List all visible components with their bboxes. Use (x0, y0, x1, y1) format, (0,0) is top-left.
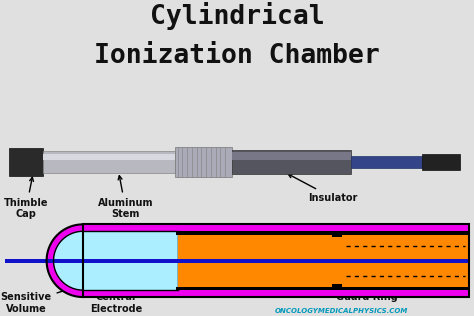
Text: Cylindrical: Cylindrical (150, 2, 324, 30)
Bar (83, 290, 469, 297)
Bar (351, 156, 422, 168)
Bar (232, 150, 351, 174)
Bar (83, 224, 469, 297)
Text: Thimble
Cap: Thimble Cap (4, 177, 48, 219)
Bar (9, 148, 43, 176)
Bar (83, 224, 469, 297)
Bar (43, 154, 175, 161)
Text: Sensitive
Volume: Sensitive Volume (0, 288, 69, 314)
Bar (178, 235, 469, 287)
Bar (176, 287, 185, 290)
Text: Guard Ring: Guard Ring (337, 288, 398, 302)
Polygon shape (46, 224, 83, 297)
Text: Aluminum
Stem: Aluminum Stem (98, 176, 154, 219)
Bar (232, 153, 351, 161)
Text: Ionization Chamber: Ionization Chamber (94, 43, 380, 69)
Polygon shape (54, 231, 178, 290)
Bar (83, 224, 469, 231)
Text: Insulator: Insulator (288, 174, 357, 203)
Bar (422, 154, 460, 170)
Text: Central
Electrode: Central Electrode (90, 262, 156, 314)
Bar (5, 258, 469, 263)
Bar (43, 151, 175, 173)
Bar (176, 231, 185, 235)
Bar (332, 284, 342, 287)
Text: ONCOLOGYMEDICALPHYSICS.COM: ONCOLOGYMEDICALPHYSICS.COM (274, 308, 408, 314)
Bar (332, 235, 342, 237)
Polygon shape (46, 224, 83, 297)
Bar (175, 147, 232, 177)
